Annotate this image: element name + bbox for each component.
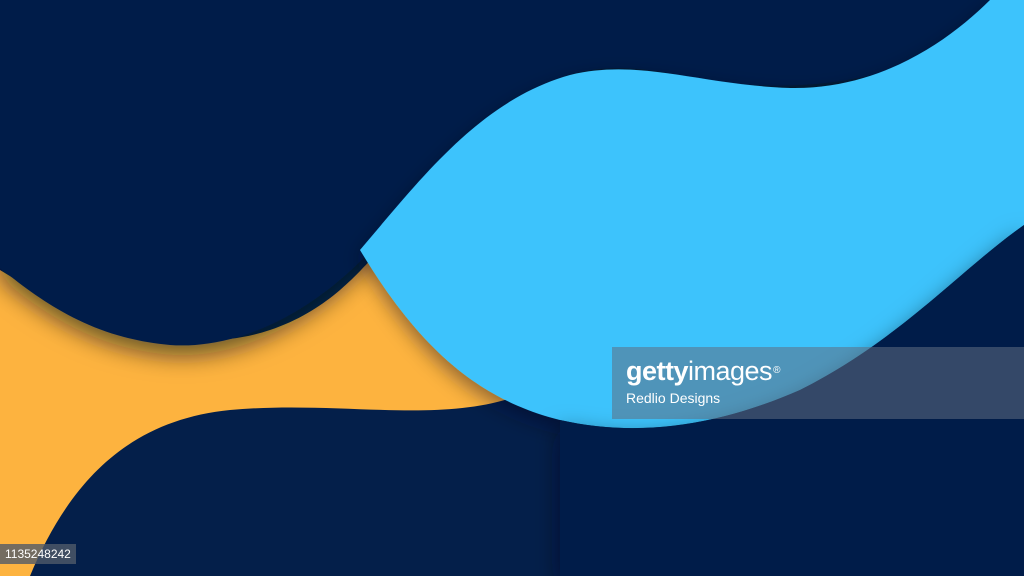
watermark-credit: Redlio Designs	[626, 390, 720, 406]
watermark-brand-part1: getty	[626, 356, 688, 386]
watermark-logo: gettyimages®	[626, 355, 780, 387]
watermark-overlay: gettyimages® Redlio Designs	[612, 347, 1024, 419]
registered-mark-icon: ®	[773, 365, 780, 376]
image-id-label: 1135248242	[0, 544, 76, 564]
watermark-brand-part2: images	[688, 356, 772, 386]
